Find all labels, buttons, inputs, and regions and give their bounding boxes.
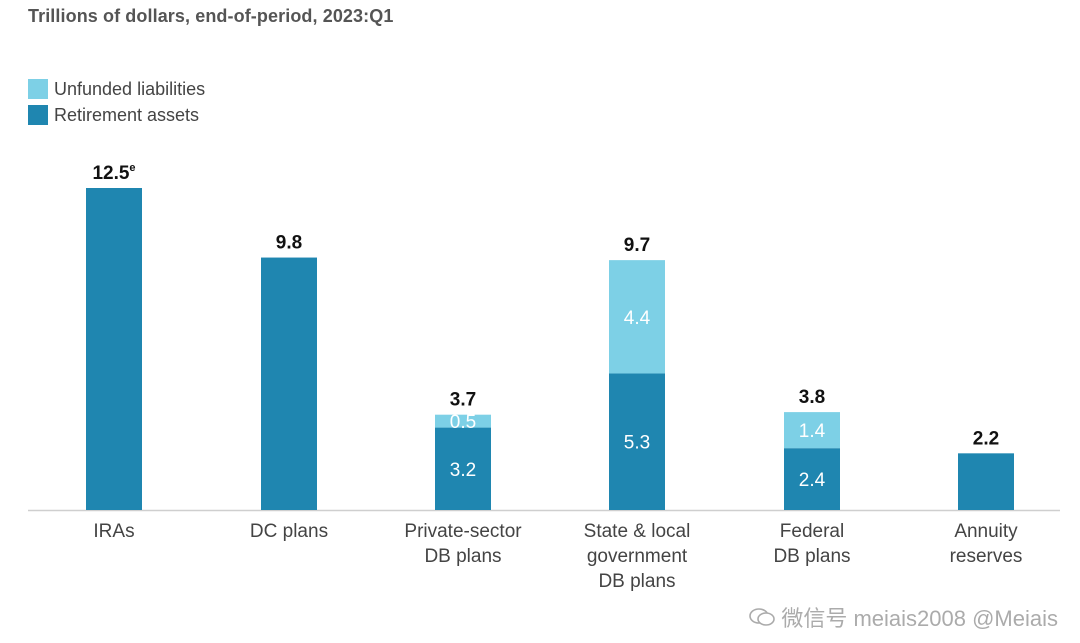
bar-total-label: 9.8 <box>276 233 302 254</box>
category-label-line: DB plans <box>773 546 850 567</box>
legend-swatch-unfunded <box>28 79 48 99</box>
watermark-text: 微信号 meiais2008 @Meiais <box>781 606 1058 631</box>
category-label-line: Federal <box>780 521 844 542</box>
bar-value-label: 0.5 <box>450 412 476 433</box>
category-label-line: DB plans <box>424 546 501 567</box>
bar-unfunded-3 <box>609 260 665 374</box>
bar-value-label: 1.4 <box>799 421 826 442</box>
legend-swatch-retirement <box>28 105 48 125</box>
watermark: 微信号 meiais2008 @Meiais <box>749 601 1058 633</box>
bar-retirement-5 <box>958 453 1014 510</box>
bar-unfunded-4 <box>784 412 840 449</box>
bar-value-label: 4.4 <box>624 308 651 329</box>
legend-label-unfunded: Unfunded liabilities <box>54 78 206 99</box>
category-label: Annuity reserves <box>950 521 1023 567</box>
bar-retirement-3 <box>609 373 665 510</box>
estimate-superscript: e <box>129 162 135 174</box>
category-label-line: Private-sector <box>404 521 522 542</box>
chart-legend: Unfunded liabilities Retirement assets <box>28 76 205 128</box>
bar-retirement-1 <box>261 257 317 510</box>
bar-value-label: 3.2 <box>450 460 476 481</box>
category-label: DC plans <box>250 521 328 542</box>
legend-label-retirement: Retirement assets <box>54 104 200 125</box>
legend-item-unfunded: Unfunded liabilities <box>28 76 205 102</box>
category-label-line: reserves <box>950 546 1023 567</box>
category-label: IRAs <box>93 521 134 542</box>
chart-subtitle: Trillions of dollars, end-of-period, 202… <box>28 6 394 26</box>
bar-total-label: 3.8 <box>799 387 825 408</box>
bar-retirement-0 <box>86 188 142 510</box>
bar-retirement-4 <box>784 448 840 510</box>
category-label: Federal DB plans <box>773 521 850 567</box>
category-label-line: DC plans <box>250 521 328 542</box>
category-label-line: government <box>587 546 688 567</box>
category-label-line: DB plans <box>598 571 675 592</box>
bar-value-label: 2.4 <box>799 470 826 491</box>
bar-unfunded-2 <box>435 414 491 428</box>
category-label-line: State & local <box>584 521 691 542</box>
category-label-line: IRAs <box>93 521 134 542</box>
bar-total-label: 12.5e <box>92 162 135 184</box>
category-label: Private-sector DB plans <box>404 521 522 567</box>
bar-total-label: 2.2 <box>973 428 999 449</box>
legend-item-retirement: Retirement assets <box>28 102 205 128</box>
bar-total-label: 3.7 <box>450 390 476 411</box>
category-label-line: Annuity <box>954 521 1018 542</box>
bar-retirement-2 <box>435 427 491 510</box>
category-label: State & local government DB plans <box>584 521 691 592</box>
bar-total-label: 9.7 <box>624 235 650 256</box>
wechat-icon <box>749 608 776 626</box>
bar-value-label: 5.3 <box>624 433 650 454</box>
